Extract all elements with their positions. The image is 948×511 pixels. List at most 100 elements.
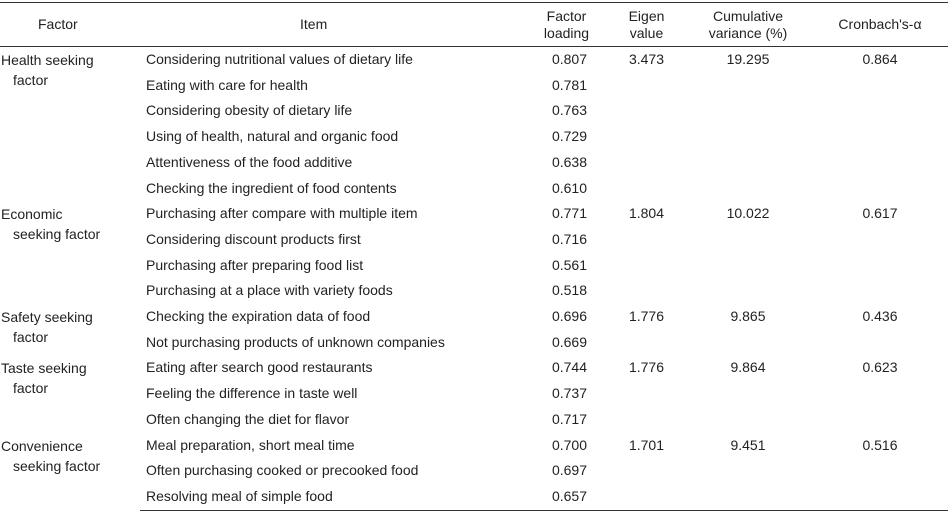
cumulative-variance-value xyxy=(684,73,812,99)
cronbach-alpha-value xyxy=(812,98,948,124)
eigen-value xyxy=(609,483,684,511)
eigen-value: 1.804 xyxy=(628,205,665,222)
cumulative-variance-value xyxy=(684,407,812,433)
cronbach-alpha-value xyxy=(812,407,948,433)
item-text: Considering obesity of dietary life xyxy=(146,102,353,119)
cronbach-alpha-value: 0.864 xyxy=(862,51,898,67)
factor-name: Taste seeking factor xyxy=(1,358,136,398)
cronbach-alpha-value xyxy=(812,176,948,202)
factor-loading-value: 0.638 xyxy=(551,153,588,170)
item-text: Checking the ingredient of food contents xyxy=(146,179,397,196)
eigen-value xyxy=(609,253,684,279)
item-text: Attentiveness of the food additive xyxy=(146,153,353,170)
factor-loading-value: 0.737 xyxy=(551,385,588,402)
item-text: Considering nutritional values of dietar… xyxy=(146,51,413,67)
table-row: Attentiveness of the food additive 0.638 xyxy=(0,150,948,176)
item-text: Using of health, natural and organic foo… xyxy=(146,128,399,145)
cumulative-variance-value xyxy=(684,176,812,202)
cronbach-alpha-value xyxy=(812,73,948,99)
eigen-value xyxy=(609,150,684,176)
eigen-value xyxy=(609,330,684,356)
table-row: Resolving meal of simple food 0.657 xyxy=(0,483,948,511)
header-factor: Factor xyxy=(0,2,140,47)
table-row: Using of health, natural and organic foo… xyxy=(0,124,948,150)
eigen-value xyxy=(609,98,684,124)
table-row: Safety seeking factor Checking the expirat… xyxy=(0,304,948,345)
factor-loading-value: 0.697 xyxy=(551,462,588,479)
item-text: Often purchasing cooked or precooked foo… xyxy=(146,462,419,479)
item-text: Checking the expiration data of food xyxy=(146,308,371,325)
cumulative-variance-value xyxy=(684,227,812,253)
cronbach-alpha-value: 0.516 xyxy=(862,436,898,453)
item-text: Eating after search good restaurants xyxy=(146,359,373,376)
eigen-value xyxy=(609,458,684,484)
factor-name-line2: factor xyxy=(13,72,49,88)
factor-loading-value: 0.771 xyxy=(551,205,588,222)
item-text: Meal preparation, short meal time xyxy=(146,436,355,453)
table-row: Health seeking factor Considering nutritio… xyxy=(0,47,948,88)
cronbach-alpha-value xyxy=(812,253,948,279)
eigen-value: 3.473 xyxy=(628,51,665,67)
cumulative-variance-value: 9.864 xyxy=(730,359,766,376)
table-row: Not purchasing products of unknown compa… xyxy=(0,330,948,356)
cumulative-variance-value: 10.022 xyxy=(726,205,770,222)
factor-loading-value: 0.610 xyxy=(551,179,588,196)
table-row: Considering discount products first 0.716 xyxy=(0,227,948,253)
factor-name: Economic seeking factor xyxy=(1,204,136,244)
cumulative-variance-value xyxy=(684,458,812,484)
factor-name-line1: Taste seeking xyxy=(1,360,87,377)
factor-loading-value: 0.781 xyxy=(551,76,588,93)
factor-name-line1: Health seeking xyxy=(1,52,94,68)
cumulative-variance-value xyxy=(684,253,812,279)
factor-name-cell: Economic seeking factor xyxy=(0,201,140,304)
eigen-value xyxy=(609,124,684,150)
cumulative-variance-value: 9.865 xyxy=(730,308,766,325)
eigen-value xyxy=(609,73,684,99)
cronbach-alpha-value: 0.623 xyxy=(862,359,898,376)
factor-loading-value: 0.518 xyxy=(551,282,588,299)
factor-name-cell: Safety seeking factor xyxy=(0,304,140,355)
factor-name-line1: Safety seeking xyxy=(1,309,93,326)
cumulative-variance-value xyxy=(684,98,812,124)
factor-name-line2: factor xyxy=(13,329,49,346)
item-text: Feeling the difference in taste well xyxy=(146,385,358,402)
header-eigen-value: Eigen value xyxy=(609,2,684,47)
factor-loading-value: 0.744 xyxy=(551,359,588,376)
item-text: Purchasing at a place with variety foods xyxy=(146,282,393,299)
table-row: Checking the ingredient of food contents… xyxy=(0,176,948,202)
cumulative-variance-value xyxy=(684,483,812,511)
cronbach-alpha-value xyxy=(812,150,948,176)
cronbach-alpha-value xyxy=(812,330,948,356)
table-header: Factor Item Factor loading Eigen value C… xyxy=(0,2,948,47)
factor-name-cell: Convenience seeking factor xyxy=(0,433,140,511)
cronbach-alpha-value: 0.617 xyxy=(862,205,898,222)
eigen-value xyxy=(609,227,684,253)
eigen-value xyxy=(609,176,684,202)
factor-name-cell: Health seeking factor xyxy=(0,47,140,202)
factor-name: Health seeking factor xyxy=(1,50,136,90)
header-cumulative-variance: Cumulative variance (%) xyxy=(684,2,812,47)
header-row: Factor Item Factor loading Eigen value C… xyxy=(0,2,948,47)
table-row: Considering obesity of dietary life 0.763 xyxy=(0,98,948,124)
factor-name-line2: seeking factor xyxy=(13,226,101,243)
table-row: Eating with care for health 0.781 xyxy=(0,73,948,99)
eigen-value: 1.776 xyxy=(628,308,665,325)
header-factor-loading: Factor loading xyxy=(524,2,609,47)
cumulative-variance-value xyxy=(684,278,812,304)
factor-loading-value: 0.717 xyxy=(551,410,588,427)
cumulative-variance-value: 19.295 xyxy=(726,51,770,67)
factor-loading-value: 0.807 xyxy=(551,51,588,67)
item-text: Purchasing after compare with multiple i… xyxy=(146,205,418,222)
eigen-value xyxy=(609,278,684,304)
cronbach-alpha-value xyxy=(812,227,948,253)
table-row: Purchasing at a place with variety foods… xyxy=(0,278,948,304)
cronbach-alpha-value xyxy=(812,124,948,150)
cronbach-alpha-value xyxy=(812,381,948,407)
header-cronbach-alpha: Cronbach's-α xyxy=(812,2,948,47)
table-row: Purchasing after preparing food list 0.56… xyxy=(0,253,948,279)
header-item: Item xyxy=(140,2,524,47)
item-text: Eating with care for health xyxy=(146,76,308,93)
cronbach-alpha-value: 0.436 xyxy=(862,308,898,325)
